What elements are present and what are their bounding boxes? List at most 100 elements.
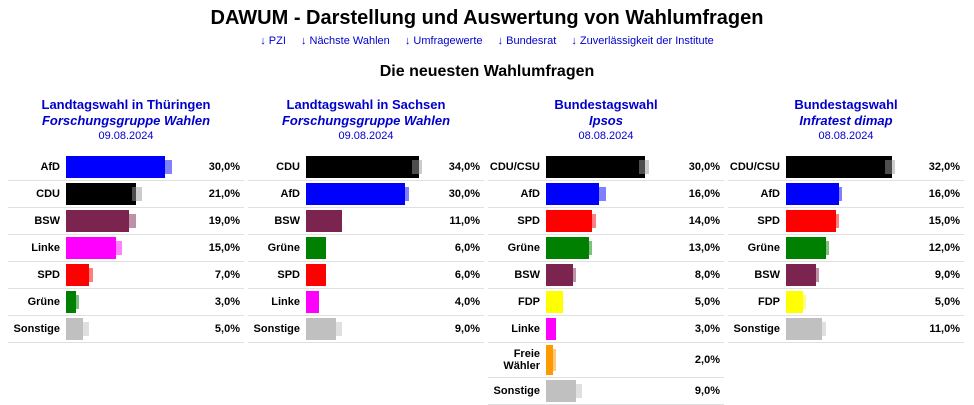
bar-cdu-csu (786, 156, 892, 178)
bar-gruene (546, 237, 589, 259)
nav-link-institute-reliability[interactable]: ↓ Zuverlässigkeit der Institute (571, 35, 714, 47)
previous-value-marker (566, 268, 576, 282)
party-value: 3,0% (694, 323, 720, 335)
institute-name: Ipsos (589, 113, 623, 128)
previous-value-marker (316, 268, 326, 282)
previous-value-marker (332, 214, 342, 228)
party-value: 30,0% (448, 188, 480, 200)
party-value: 16,0% (928, 188, 960, 200)
party-row-sonstige: Sonstige 9,0% (488, 378, 724, 405)
bar-cdu-csu (546, 156, 645, 178)
party-value: 12,0% (928, 242, 960, 254)
poll-results: CDU 34,0% AfD 30,0% BSW 11,0% Grüne 6,0% SPD 6,0%… (248, 154, 484, 343)
poll-header[interactable]: Landtagswahl in Sachsen Forschungsgruppe… (248, 96, 484, 154)
party-label: Linke (271, 296, 300, 308)
nav-link-next-elections[interactable]: ↓ Nächste Wahlen (300, 35, 390, 47)
party-row-cdu-csu: CDU/CSU 30,0% (488, 154, 724, 181)
party-value: 4,0% (454, 296, 480, 308)
party-row-bsw: BSW 11,0% (248, 208, 484, 235)
party-value: 30,0% (688, 161, 720, 173)
previous-value-marker (83, 268, 93, 282)
previous-value-marker (399, 187, 409, 201)
party-row-afd: AfD 16,0% (488, 181, 724, 208)
poll-sachsen: Landtagswahl in Sachsen Forschungsgruppe… (248, 96, 484, 343)
party-value: 9,0% (454, 323, 480, 335)
previous-value-marker (586, 214, 596, 228)
nav-link-bundesrat[interactable]: ↓ Bundesrat (497, 35, 557, 47)
party-label: Grüne (267, 242, 300, 254)
poll-header[interactable]: Landtagswahl in Thüringen Forschungsgrup… (8, 96, 244, 154)
bar-cdu (306, 156, 419, 178)
bar-track (546, 210, 672, 232)
bar-sonstige (786, 318, 822, 340)
poll-header[interactable]: Bundestagswahl Ipsos 08.08.2024 (488, 96, 724, 154)
poll-results: AfD 30,0% CDU 21,0% BSW 19,0% Linke 15,0% SPD 7,0… (8, 154, 244, 343)
party-label: Grüne (747, 242, 780, 254)
party-label: FDP (758, 296, 780, 308)
previous-value-marker (112, 241, 122, 255)
previous-value-marker (596, 187, 606, 201)
bar-spd (786, 210, 836, 232)
bar-cdu (66, 183, 136, 205)
party-row-gruene: Grüne 3,0% (8, 289, 244, 316)
party-label: Linke (511, 323, 540, 335)
previous-value-marker (132, 187, 142, 201)
bar-track (786, 156, 912, 178)
party-label: SPD (517, 215, 540, 227)
institute-name: Forschungsgruppe Wahlen (41, 113, 211, 128)
previous-value-marker (829, 214, 839, 228)
previous-value-marker (816, 322, 826, 336)
party-value: 9,0% (934, 269, 960, 281)
party-label: SPD (277, 269, 300, 281)
party-label: FDP (518, 296, 540, 308)
previous-value-marker (796, 295, 806, 309)
bar-track (546, 183, 672, 205)
party-value: 21,0% (208, 188, 240, 200)
party-label: BSW (274, 215, 300, 227)
nav-link-pzi[interactable]: ↓ PZI (260, 35, 286, 47)
previous-value-marker (546, 349, 556, 371)
previous-value-marker (79, 322, 89, 336)
bar-track (306, 237, 432, 259)
bar-track (306, 210, 432, 232)
party-value: 2,0% (694, 354, 720, 366)
party-row-linke: Linke 4,0% (248, 289, 484, 316)
party-value: 16,0% (688, 188, 720, 200)
bar-track (786, 210, 912, 232)
nav-link-poll-values[interactable]: ↓ Umfragewerte (404, 35, 483, 47)
party-value: 13,0% (688, 242, 720, 254)
previous-value-marker (809, 268, 819, 282)
previous-value-marker (316, 241, 326, 255)
previous-value-marker (546, 322, 556, 336)
party-row-spd: SPD 14,0% (488, 208, 724, 235)
bar-afd (306, 183, 405, 205)
poll-thueringen: Landtagswahl in Thüringen Forschungsgrup… (8, 96, 244, 343)
poll-date: 09.08.2024 (338, 130, 394, 142)
bar-sonstige (546, 380, 576, 402)
party-row-sonstige: Sonstige 9,0% (248, 316, 484, 343)
party-label: Freie Wähler (503, 348, 540, 372)
bar-track (66, 183, 192, 205)
party-row-sonstige: Sonstige 5,0% (8, 316, 244, 343)
previous-value-marker (572, 384, 582, 398)
bar-track (546, 237, 672, 259)
poll-bundestag-infratest: Bundestagswahl Infratest dimap 08.08.202… (728, 96, 964, 343)
poll-bundestag-ipsos: Bundestagswahl Ipsos 08.08.2024 CDU/CSU 3… (488, 96, 724, 405)
poll-header[interactable]: Bundestagswahl Infratest dimap 08.08.202… (728, 96, 964, 154)
bar-afd (66, 156, 165, 178)
previous-value-marker (553, 295, 563, 309)
party-value: 9,0% (694, 385, 720, 397)
election-name: Landtagswahl in Thüringen (41, 97, 211, 112)
bar-sonstige (66, 318, 83, 340)
party-row-spd: SPD 6,0% (248, 262, 484, 289)
party-label: AfD (760, 188, 780, 200)
party-label: Linke (31, 242, 60, 254)
institute-name: Forschungsgruppe Wahlen (281, 113, 451, 128)
party-row-fdp: FDP 5,0% (728, 289, 964, 316)
previous-value-marker (69, 295, 79, 309)
bar-track (306, 156, 432, 178)
party-label: Sonstige (493, 385, 540, 397)
previous-value-marker (832, 187, 842, 201)
bar-track (546, 318, 672, 340)
party-row-cdu: CDU 21,0% (8, 181, 244, 208)
